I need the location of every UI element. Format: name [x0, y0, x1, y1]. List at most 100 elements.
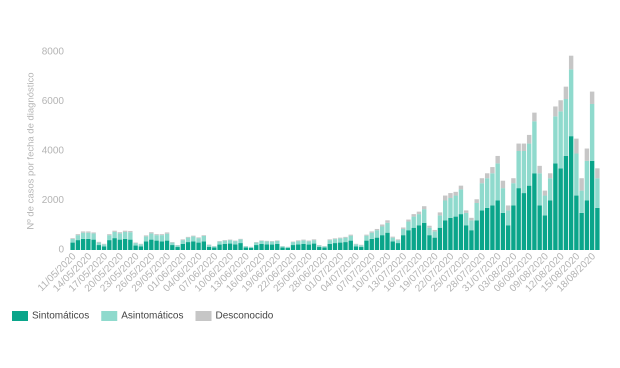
bar-segment — [196, 238, 201, 243]
bar-segment — [526, 185, 532, 250]
bar-segment — [574, 153, 579, 196]
bar-segment — [96, 242, 102, 246]
bar-segment — [574, 195, 579, 250]
bar-segment — [584, 200, 590, 250]
bar-segment — [595, 168, 600, 179]
bar-segment — [154, 235, 159, 241]
bar-segment — [453, 191, 458, 196]
bar-segment — [259, 243, 264, 250]
bar-segment — [238, 239, 243, 244]
bar-segment — [568, 55, 574, 70]
bar-segment — [532, 121, 537, 174]
bar-segment — [563, 155, 569, 250]
bar-segment — [332, 243, 338, 250]
bar-segment — [206, 246, 212, 250]
bar-segment — [348, 234, 353, 236]
bar-segment — [327, 243, 332, 250]
bar-segment — [380, 226, 385, 236]
bar-segment — [338, 237, 343, 239]
bar-segment — [474, 199, 479, 203]
y-tick-label: 2000 — [42, 195, 65, 206]
bar-segment — [595, 207, 600, 250]
bar-segment — [579, 178, 584, 191]
bar-segment — [122, 231, 128, 239]
bar-segment — [427, 225, 432, 228]
bar-segment — [285, 248, 290, 250]
bar-segment — [143, 236, 149, 242]
bar-segment — [311, 243, 317, 250]
bar-segment — [511, 183, 516, 206]
bar-segment — [385, 222, 390, 233]
bar-segment — [222, 243, 228, 250]
bar-segment — [185, 237, 191, 243]
bar-segment — [385, 220, 390, 223]
bar-segment — [537, 165, 542, 174]
legend-label: Sintomáticos — [32, 311, 89, 322]
bar-segment — [458, 185, 464, 190]
y-tick-label: 4000 — [42, 146, 65, 157]
bar-segment — [359, 245, 364, 248]
bar-segment — [448, 193, 453, 199]
bar-segment — [416, 214, 422, 226]
bar-segment — [217, 244, 222, 250]
bar-segment — [180, 240, 186, 244]
bar-segment — [374, 230, 380, 238]
bar-segment — [422, 222, 427, 250]
bar-segment — [526, 143, 532, 186]
bar-segment — [212, 246, 217, 248]
bar-segment — [122, 230, 128, 232]
bar-segment — [217, 241, 222, 245]
bar-segment — [558, 100, 563, 112]
bar-segment — [463, 225, 469, 250]
bar-segment — [332, 238, 338, 240]
bar-segment — [500, 180, 506, 189]
bar-segment — [516, 143, 521, 151]
bar-segment — [212, 247, 217, 250]
bar-segment — [91, 232, 96, 234]
bar-segment — [432, 231, 437, 238]
bar-segment — [80, 231, 86, 233]
bar-segment — [75, 234, 81, 236]
bar-segment — [107, 234, 112, 236]
bar-segment — [463, 210, 469, 213]
bar-segment — [521, 151, 527, 194]
bar-segment — [201, 241, 207, 250]
bar-segment — [422, 206, 427, 210]
bar-segment — [437, 212, 443, 216]
bar-segment — [490, 205, 495, 250]
bar-segment — [285, 247, 290, 249]
bar-segment — [322, 247, 327, 250]
bar-segment — [390, 241, 395, 250]
bar-segment — [332, 239, 338, 244]
bar-segment — [191, 235, 196, 237]
bar-segment — [500, 188, 506, 213]
legend-label: Desconocido — [216, 311, 274, 322]
bar-segment — [343, 236, 348, 238]
bar-segment — [96, 241, 102, 243]
bar-segment — [353, 246, 359, 250]
bar-segment — [553, 163, 558, 250]
bar-segment — [369, 232, 374, 239]
bar-segment — [80, 232, 86, 239]
bar-segment — [86, 231, 91, 233]
y-tick-label: 6000 — [42, 96, 65, 107]
bar-segment — [170, 242, 175, 246]
bar-segment — [374, 237, 380, 250]
bar-segment — [196, 242, 201, 250]
bar-segment — [128, 232, 133, 240]
bar-segment — [138, 246, 144, 250]
bar-segment — [364, 240, 369, 250]
bar-segment — [243, 247, 248, 250]
legend-swatch — [101, 311, 118, 321]
bar-segment — [511, 178, 516, 184]
bar-segment — [359, 247, 364, 250]
bar-segment — [227, 243, 233, 250]
bar-segment — [411, 216, 416, 228]
bar-segment — [243, 246, 248, 248]
bar-segment — [385, 232, 390, 250]
bar-segment — [259, 240, 264, 244]
bar-segment — [437, 227, 443, 250]
bar-segment — [254, 242, 259, 246]
bar-segment — [584, 148, 590, 161]
